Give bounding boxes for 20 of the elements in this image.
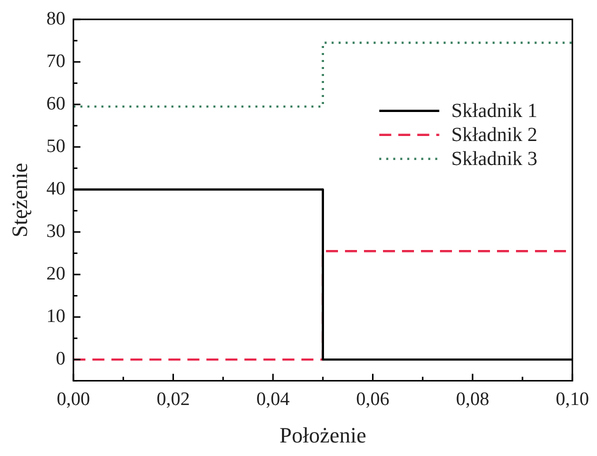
y-tick-label: 70: [46, 50, 66, 72]
x-tick-label: 0,02: [156, 389, 190, 410]
legend-label: Składnik 2: [451, 124, 538, 146]
x-tick-label: 0,10: [556, 389, 589, 410]
x-axis-title: Położenie: [280, 422, 366, 448]
x-tick-label: 0,06: [356, 389, 390, 410]
y-tick-label: 30: [46, 220, 66, 242]
y-tick-label: 50: [46, 136, 66, 157]
y-tick-label: 20: [46, 263, 66, 284]
y-tick-label: 0: [56, 348, 66, 370]
legend-label: Składnik 1: [451, 100, 538, 122]
x-tick-label: 0,04: [256, 389, 290, 410]
y-tick-label: 60: [46, 93, 66, 114]
y-tick-label: 10: [46, 306, 66, 328]
y-tick-label: 40: [46, 178, 66, 200]
y-tick-label: 80: [46, 8, 66, 30]
legend-label: Składnik 3: [451, 148, 538, 170]
x-tick-label: 0,00: [56, 389, 90, 410]
y-axis-title: Stężenie: [6, 162, 32, 238]
x-tick-label: 0,08: [456, 389, 490, 410]
